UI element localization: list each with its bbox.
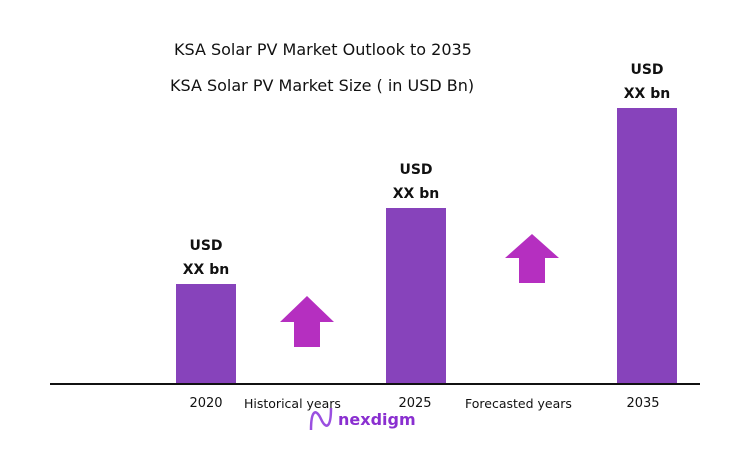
data-label-line1: USD <box>630 62 664 78</box>
chart-title: KSA Solar PV Market Outlook to 2035 <box>174 40 472 59</box>
up-arrow-icon <box>505 234 559 283</box>
chart-subtitle: KSA Solar PV Market Size ( in USD Bn) <box>170 76 475 95</box>
data-label-line1: USD <box>399 162 433 178</box>
annotation-historical: Historical years <box>244 396 341 411</box>
tick-2025: 2025 <box>398 396 432 411</box>
data-label-2020: USD XX bn <box>161 234 251 282</box>
bar-2035 <box>617 108 677 384</box>
data-label-2035: USD XX bn <box>602 58 692 106</box>
data-label-line2: XX bn <box>392 186 440 202</box>
logo-text: nexdigm <box>338 409 416 429</box>
tick-2035: 2035 <box>626 396 660 411</box>
x-axis-line <box>50 383 700 385</box>
bar-2025 <box>386 208 446 384</box>
bar-2020 <box>176 284 236 384</box>
data-label-line2: XX bn <box>182 262 230 278</box>
data-label-line1: USD <box>189 238 223 254</box>
nexdigm-logo: nexdigm <box>308 406 416 432</box>
data-label-2025: USD XX bn <box>371 158 461 206</box>
nexdigm-logo-icon <box>309 407 333 431</box>
up-arrow-icon <box>280 296 334 347</box>
annotation-forecasted: Forecasted years <box>465 396 572 411</box>
tick-2020: 2020 <box>189 396 223 411</box>
data-label-line2: XX bn <box>623 86 671 102</box>
